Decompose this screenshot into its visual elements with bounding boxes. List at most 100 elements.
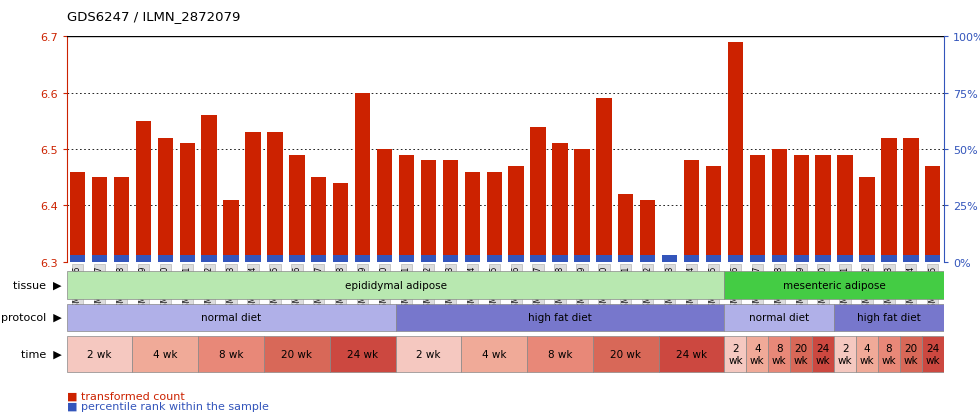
Bar bbox=[509, 166, 524, 262]
Bar bbox=[289, 255, 305, 262]
Bar bbox=[834, 304, 944, 331]
Text: time  ▶: time ▶ bbox=[21, 349, 62, 359]
Bar bbox=[179, 144, 195, 262]
Bar bbox=[443, 161, 458, 262]
Bar bbox=[724, 336, 747, 372]
Bar bbox=[333, 255, 349, 262]
Text: normal diet: normal diet bbox=[750, 313, 809, 323]
Bar bbox=[67, 304, 396, 331]
Text: 2
wk: 2 wk bbox=[838, 343, 853, 365]
Bar bbox=[70, 255, 85, 262]
Text: 8 wk: 8 wk bbox=[548, 349, 572, 359]
Bar bbox=[245, 255, 261, 262]
Text: 24 wk: 24 wk bbox=[676, 349, 708, 359]
Bar bbox=[245, 133, 261, 262]
Bar bbox=[881, 138, 897, 262]
Text: tissue  ▶: tissue ▶ bbox=[14, 280, 62, 290]
Bar bbox=[706, 255, 721, 262]
Bar bbox=[662, 255, 677, 262]
Bar bbox=[70, 172, 85, 262]
Bar bbox=[728, 255, 743, 262]
Bar bbox=[837, 255, 853, 262]
Bar bbox=[878, 336, 900, 372]
Text: 20
wk: 20 wk bbox=[904, 343, 918, 365]
Text: high fat diet: high fat diet bbox=[528, 313, 592, 323]
Text: 20
wk: 20 wk bbox=[794, 343, 808, 365]
Bar bbox=[771, 150, 787, 262]
Text: ■ transformed count: ■ transformed count bbox=[67, 390, 184, 400]
Bar bbox=[904, 138, 918, 262]
Bar bbox=[311, 178, 326, 262]
Bar bbox=[574, 255, 590, 262]
Bar bbox=[135, 255, 151, 262]
Text: 4 wk: 4 wk bbox=[482, 349, 507, 359]
Bar bbox=[443, 255, 458, 262]
Bar bbox=[684, 255, 700, 262]
Text: ■ percentile rank within the sample: ■ percentile rank within the sample bbox=[67, 401, 269, 411]
Text: mesenteric adipose: mesenteric adipose bbox=[783, 280, 886, 290]
Bar bbox=[925, 255, 941, 262]
Text: protocol  ▶: protocol ▶ bbox=[1, 313, 62, 323]
Bar bbox=[859, 178, 875, 262]
Text: 24
wk: 24 wk bbox=[925, 343, 940, 365]
Bar bbox=[553, 144, 567, 262]
Bar bbox=[396, 336, 462, 372]
Bar bbox=[179, 255, 195, 262]
Bar bbox=[618, 195, 633, 262]
Bar bbox=[377, 150, 392, 262]
Bar bbox=[768, 336, 790, 372]
Bar bbox=[684, 161, 700, 262]
Bar bbox=[355, 93, 370, 262]
Bar bbox=[904, 255, 918, 262]
Bar bbox=[724, 304, 834, 331]
Bar bbox=[815, 255, 831, 262]
Bar bbox=[377, 255, 392, 262]
Bar bbox=[355, 255, 370, 262]
Bar bbox=[593, 336, 659, 372]
Bar bbox=[420, 255, 436, 262]
Text: 4 wk: 4 wk bbox=[153, 349, 177, 359]
Bar bbox=[223, 255, 239, 262]
Bar bbox=[662, 256, 677, 262]
Bar bbox=[420, 161, 436, 262]
Bar bbox=[640, 255, 656, 262]
Bar bbox=[794, 155, 808, 262]
Bar bbox=[223, 200, 239, 262]
Bar bbox=[486, 255, 502, 262]
Bar bbox=[92, 255, 107, 262]
Bar bbox=[399, 155, 415, 262]
Bar bbox=[640, 200, 656, 262]
Bar bbox=[202, 116, 217, 262]
Bar bbox=[750, 155, 765, 262]
Text: 8 wk: 8 wk bbox=[219, 349, 243, 359]
Bar bbox=[747, 336, 768, 372]
Bar bbox=[794, 255, 808, 262]
Bar bbox=[618, 255, 633, 262]
Text: 2 wk: 2 wk bbox=[87, 349, 112, 359]
Bar bbox=[812, 336, 834, 372]
Bar bbox=[553, 255, 567, 262]
Bar bbox=[311, 255, 326, 262]
Text: 20 wk: 20 wk bbox=[611, 349, 641, 359]
Text: 2
wk: 2 wk bbox=[728, 343, 743, 365]
Bar bbox=[771, 255, 787, 262]
Text: high fat diet: high fat diet bbox=[858, 313, 921, 323]
Text: 4
wk: 4 wk bbox=[750, 343, 764, 365]
Text: 2 wk: 2 wk bbox=[416, 349, 441, 359]
Bar bbox=[922, 336, 944, 372]
Text: 8
wk: 8 wk bbox=[882, 343, 897, 365]
Bar bbox=[527, 336, 593, 372]
Bar bbox=[837, 155, 853, 262]
Bar bbox=[530, 127, 546, 262]
Bar bbox=[114, 255, 129, 262]
Bar bbox=[574, 150, 590, 262]
Bar bbox=[268, 255, 282, 262]
Text: 20 wk: 20 wk bbox=[281, 349, 313, 359]
Bar bbox=[486, 172, 502, 262]
Bar bbox=[925, 166, 941, 262]
Bar bbox=[268, 133, 282, 262]
Text: 8
wk: 8 wk bbox=[772, 343, 787, 365]
Bar bbox=[264, 336, 330, 372]
Bar bbox=[198, 336, 264, 372]
Text: normal diet: normal diet bbox=[201, 313, 261, 323]
